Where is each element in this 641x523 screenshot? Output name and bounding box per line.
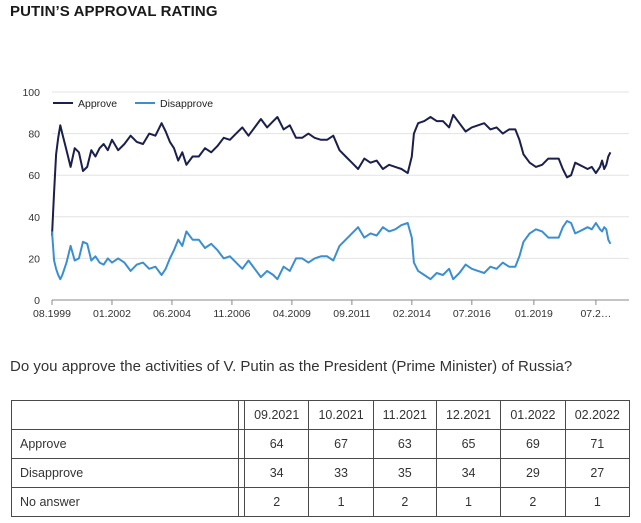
legend-label-approve: Approve (78, 98, 117, 110)
table-cell: 2 (243, 487, 310, 517)
x-tick-label: 04.2009 (273, 308, 311, 320)
series-line-disapprove (51, 220, 612, 281)
x-tick-label: 07.2016 (453, 308, 491, 320)
column-header: 11.2021 (372, 400, 437, 430)
table-cell: 29 (500, 458, 566, 488)
column-header: 10.2021 (308, 400, 374, 430)
series-line-approve (51, 113, 612, 236)
y-tick-label: 80 (28, 129, 40, 141)
table-row: No answer 2 1 2 1 2 1 (11, 487, 631, 517)
y-tick-label: 0 (34, 295, 40, 307)
y-tick-label: 60 (28, 170, 40, 182)
x-tick-label: 07.2… (580, 308, 611, 320)
column-header: 02.2022 (564, 400, 631, 430)
survey-question: Do you approve the activities of V. Puti… (10, 358, 573, 375)
column-header: 01.2022 (500, 400, 566, 430)
x-tick-label: 11.2006 (213, 308, 250, 320)
table-cell: 1 (308, 487, 374, 517)
row-label: No answer (11, 487, 239, 517)
table-cell: 1 (435, 487, 502, 517)
table-cell: 64 (243, 429, 310, 459)
table-cell: 1 (564, 487, 631, 517)
header-corner-cell (11, 400, 239, 430)
results-table: 09.2021 10.2021 11.2021 12.2021 01.2022 02.20… (11, 400, 631, 517)
approval-line-chart: 0 20 40 60 80 100 08.1999 01.2002 06.2004 11.200… (22, 87, 629, 320)
table-cell: 71 (564, 429, 631, 459)
x-tick-label: 09.2011 (333, 308, 370, 320)
y-tick-label: 100 (22, 87, 40, 99)
table-cell: 27 (564, 458, 631, 488)
table-cell: 34 (243, 458, 310, 488)
table-row: Disapprove 34 33 35 34 29 27 (11, 458, 631, 488)
x-axis-ticks: 08.1999 01.2002 06.2004 11.2006 04.2009 09.20… (33, 300, 611, 320)
table-cell: 2 (500, 487, 566, 517)
column-header: 09.2021 (243, 400, 310, 430)
x-tick-label: 08.1999 (33, 308, 71, 320)
legend-label-disapprove: Disapprove (160, 98, 213, 110)
grid-lines (52, 91, 629, 301)
table-header-row: 09.2021 10.2021 11.2021 12.2021 01.2022 02.20… (11, 400, 631, 430)
y-tick-label: 40 (28, 212, 40, 224)
row-label: Approve (11, 429, 239, 459)
chart-title: PUTIN’S APPROVAL RATING (10, 3, 218, 20)
y-tick-label: 20 (28, 253, 40, 265)
x-tick-label: 01.2019 (515, 308, 553, 320)
y-axis-ticks: 0 20 40 60 80 100 (22, 87, 40, 307)
x-tick-label: 01.2002 (93, 308, 131, 320)
table-cell: 35 (372, 458, 437, 488)
table-cell: 2 (372, 487, 437, 517)
x-tick-label: 06.2004 (153, 308, 191, 320)
chart-legend: Approve Disapprove (53, 98, 213, 110)
table-row: Approve 64 67 63 65 69 71 (11, 429, 631, 459)
table-cell: 69 (500, 429, 566, 459)
table-cell: 34 (435, 458, 502, 488)
table-cell: 33 (308, 458, 374, 488)
column-header: 12.2021 (435, 400, 502, 430)
table-cell: 63 (372, 429, 437, 459)
series-lines (51, 113, 612, 281)
table-cell: 67 (308, 429, 374, 459)
x-tick-label: 02.2014 (393, 308, 431, 320)
table-cell: 65 (435, 429, 502, 459)
row-label: Disapprove (11, 458, 239, 488)
